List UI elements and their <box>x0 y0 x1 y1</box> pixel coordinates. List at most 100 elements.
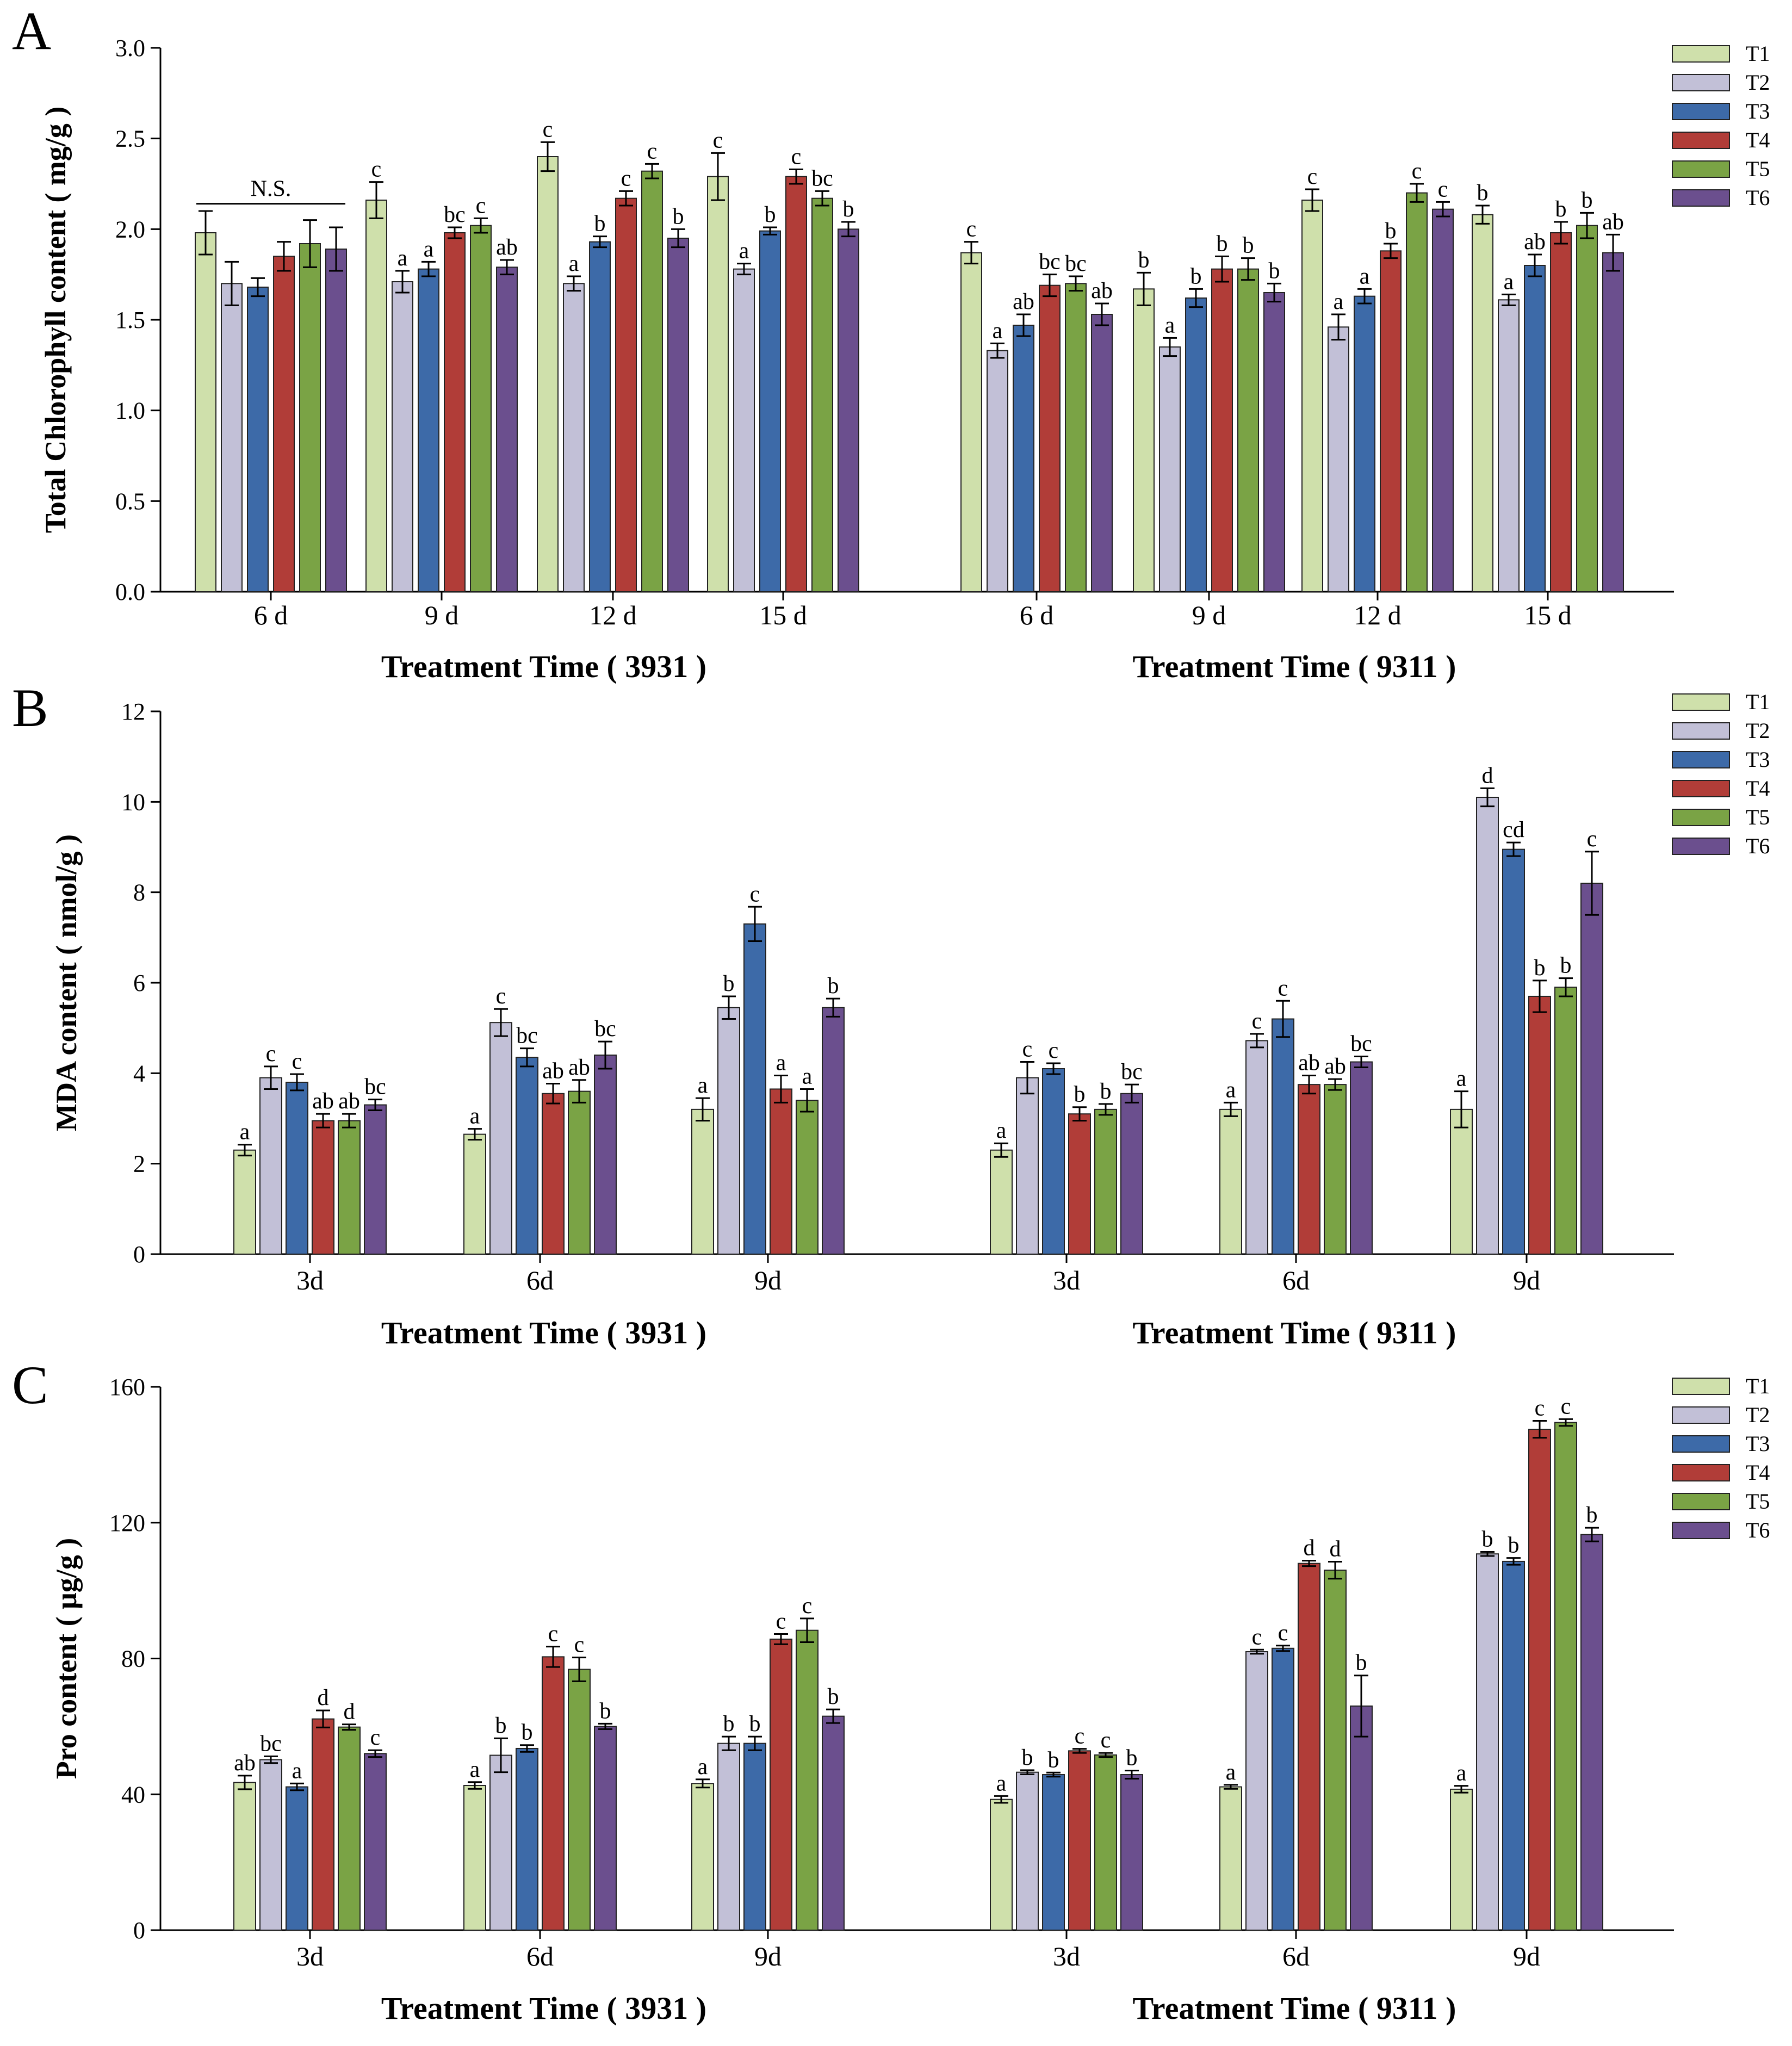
legend-swatch-t3 <box>1672 1435 1730 1453</box>
bar-t5 <box>1094 1108 1117 1255</box>
significance-letter: a <box>698 1754 708 1780</box>
significance-letter: c <box>1278 1621 1288 1646</box>
bar-t1 <box>463 1133 486 1255</box>
significance-letter: c <box>776 1609 786 1634</box>
x-tick-label: 9 d <box>425 600 459 630</box>
x-tick-label: 9d <box>754 1265 782 1295</box>
significance-letter: b <box>828 1684 839 1709</box>
significance-letter: bc <box>1121 1059 1143 1084</box>
y-tick-label: 0.0 <box>115 579 145 605</box>
bar-t1 <box>1301 200 1323 592</box>
bar-t1 <box>1219 1786 1242 1931</box>
bar-t4 <box>273 256 295 593</box>
bar-t4 <box>770 1088 792 1255</box>
bar-t1 <box>990 1799 1013 1931</box>
significance-letter: b <box>673 204 684 229</box>
bar-t6 <box>822 1007 845 1255</box>
significance-letter: b <box>1356 1651 1367 1676</box>
bar-t3 <box>286 1786 308 1931</box>
significance-letter: c <box>543 117 553 142</box>
legend-label-t5: T5 <box>1746 805 1770 829</box>
bar-t5 <box>1406 192 1428 592</box>
y-tick-label: 2 <box>133 1151 145 1177</box>
significance-letter: ab <box>1324 1054 1346 1079</box>
x-tick-label: 12 d <box>1354 600 1402 630</box>
significance-letter: c <box>476 193 486 218</box>
bar-t2 <box>1498 299 1520 592</box>
x-axis-title: Treatment Time ( 3931 ) <box>381 1315 706 1350</box>
significance-letter: a <box>739 239 749 264</box>
y-tick-label: 0 <box>133 1917 145 1944</box>
bar-t2 <box>221 283 243 592</box>
x-tick-label: 6d <box>526 1941 554 1971</box>
legend-label-t2: T2 <box>1746 70 1770 95</box>
significance-letter: c <box>621 166 631 191</box>
y-tick-label: 6 <box>133 970 145 996</box>
significance-letter: b <box>1217 231 1228 256</box>
bar-t2 <box>489 1022 512 1255</box>
x-tick-label: 3d <box>296 1941 324 1971</box>
significance-letter: b <box>1582 188 1593 213</box>
significance-letter: a <box>569 251 579 276</box>
bar-t1 <box>537 156 559 592</box>
bar-t4 <box>1550 232 1572 592</box>
significance-letter: a <box>1456 1067 1467 1092</box>
significance-letter: c <box>496 984 506 1009</box>
legend-label-t3: T3 <box>1746 99 1770 123</box>
bar-t1 <box>1450 1788 1473 1931</box>
legend-label-t1: T1 <box>1746 1374 1770 1398</box>
significance-letter: c <box>1587 827 1597 852</box>
significance-letter: b <box>723 1712 735 1737</box>
bar-t1 <box>195 232 216 592</box>
legend-label-t1: T1 <box>1746 41 1770 66</box>
x-tick-label: 9d <box>754 1941 782 1971</box>
legend-label-t3: T3 <box>1746 747 1770 772</box>
bar-t6 <box>1350 1061 1373 1255</box>
significance-letter: a <box>996 1771 1007 1796</box>
bar-t5 <box>568 1090 591 1255</box>
y-tick-label: 0 <box>133 1241 145 1268</box>
significance-letter: b <box>1048 1747 1059 1772</box>
y-tick-label: 2.5 <box>115 126 145 152</box>
significance-letter: a <box>424 237 434 262</box>
bar-t6 <box>496 266 518 593</box>
legend-label-t6: T6 <box>1746 834 1770 858</box>
panel-a: A 0.0 0.5 1.0 1.5 2.0 2.5 3.0 Total Chlorophyll … <box>12 1 1770 684</box>
bar-t4 <box>1380 250 1402 593</box>
bar-t1 <box>990 1149 1013 1255</box>
y-tick-label: 80 <box>121 1646 145 1672</box>
significance-letter: bc <box>516 1024 538 1049</box>
bar-t5 <box>1324 1084 1347 1255</box>
bar-t4 <box>785 176 807 592</box>
significance-letter: c <box>791 144 802 169</box>
bar-t2 <box>489 1754 512 1931</box>
bar-t2 <box>1016 1077 1039 1255</box>
legend-swatch-t5 <box>1672 809 1730 826</box>
bar-t3 <box>1502 1560 1525 1931</box>
x-axis-title: Treatment Time ( 9311 ) <box>1133 1991 1456 2026</box>
bar-t5 <box>338 1726 361 1931</box>
legend-label-t4: T4 <box>1746 776 1770 801</box>
bar-t6 <box>364 1753 387 1931</box>
bar-t4 <box>615 197 637 592</box>
legend: T1 T2 T3 T4 T5 T6 <box>1672 1374 1770 1542</box>
significance-letter: a <box>1504 269 1514 294</box>
y-tick-label: 1.0 <box>115 398 145 424</box>
significance-letter: a <box>1165 313 1175 338</box>
significance-letter: a <box>1334 289 1344 314</box>
legend-swatch-t3 <box>1672 103 1730 120</box>
significance-letter: b <box>1385 219 1397 244</box>
significance-letter: c <box>1252 1625 1262 1650</box>
bar-t4 <box>1528 995 1551 1255</box>
ns-annotation: N.S. <box>251 177 292 202</box>
bar-t1 <box>1472 214 1493 592</box>
significance-letter: a <box>240 1120 250 1145</box>
significance-letter: a <box>698 1073 708 1098</box>
significance-letter: c <box>370 1725 381 1750</box>
legend-swatch-t2 <box>1672 1406 1730 1424</box>
significance-letter: cd <box>1503 817 1524 842</box>
significance-letter: c <box>1307 164 1318 189</box>
significance-letter: c <box>548 1622 559 1647</box>
significance-letter: c <box>647 139 658 164</box>
significance-letter: bc <box>1065 251 1087 276</box>
